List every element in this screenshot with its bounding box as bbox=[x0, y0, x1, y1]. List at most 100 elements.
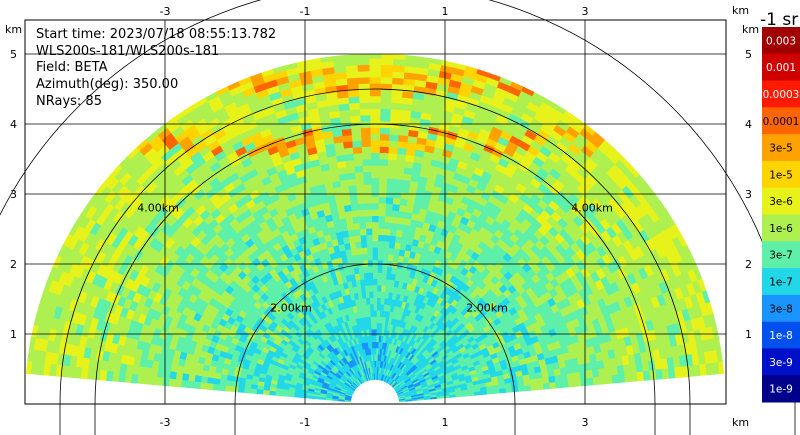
range-gate bbox=[392, 190, 402, 199]
range-gate bbox=[376, 272, 383, 280]
range-gate bbox=[356, 57, 370, 66]
range-gate bbox=[359, 228, 367, 236]
range-gate bbox=[136, 374, 145, 385]
range-gate bbox=[383, 234, 391, 242]
colorbar-label: 0.003 bbox=[766, 35, 796, 47]
range-gate bbox=[376, 309, 381, 317]
azimuth-label: Azimuth(deg): 350.00 bbox=[36, 77, 178, 92]
range-gate bbox=[353, 158, 363, 167]
y-tick-label-left: 3 bbox=[10, 188, 17, 201]
range-gate bbox=[381, 265, 388, 274]
range-gate bbox=[377, 259, 383, 267]
range-gate bbox=[370, 146, 380, 153]
range-gate bbox=[345, 165, 356, 174]
range-gate bbox=[364, 202, 372, 211]
range-gate bbox=[717, 360, 725, 375]
range-gate bbox=[378, 183, 387, 192]
plot-frame bbox=[24, 19, 727, 405]
range-gate bbox=[369, 127, 381, 135]
range-gate bbox=[352, 222, 361, 230]
range-gate bbox=[344, 159, 355, 168]
range-gate bbox=[380, 64, 394, 72]
range-gate bbox=[388, 241, 396, 249]
range-gate bbox=[161, 377, 170, 387]
range-gate bbox=[371, 240, 379, 248]
range-gate bbox=[363, 183, 372, 192]
range-gate bbox=[352, 152, 363, 161]
range-gate bbox=[256, 389, 264, 395]
axes-frame bbox=[24, 19, 727, 405]
range-gate bbox=[555, 380, 563, 389]
range-gate bbox=[380, 53, 394, 60]
range-ring-label: 4.00km bbox=[137, 202, 179, 215]
range-gate bbox=[383, 221, 392, 230]
range-gate bbox=[371, 221, 379, 229]
range-gate bbox=[357, 203, 366, 211]
range-gate bbox=[376, 303, 381, 311]
range-gate bbox=[354, 177, 364, 186]
range-gate bbox=[25, 360, 33, 375]
range-gate bbox=[367, 259, 373, 267]
y-tick-label-right: 2 bbox=[745, 258, 752, 271]
axis-unit-label: km bbox=[732, 4, 749, 17]
range-gate bbox=[312, 396, 320, 400]
y-tick-label-right: 1 bbox=[745, 328, 752, 341]
range-gate bbox=[387, 146, 398, 155]
range-gate bbox=[287, 392, 295, 398]
x-tick-label-top: 3 bbox=[582, 5, 589, 18]
range-gate bbox=[376, 284, 382, 292]
range-gate bbox=[364, 215, 373, 223]
range-gate bbox=[345, 70, 359, 79]
range-gate bbox=[371, 215, 379, 223]
range-gate bbox=[380, 284, 386, 293]
range-gate bbox=[370, 165, 380, 172]
range-gate bbox=[376, 278, 382, 286]
range-gate bbox=[388, 140, 399, 148]
range-gate bbox=[391, 209, 400, 218]
y-tick-label-right: 3 bbox=[745, 188, 752, 201]
range-gate bbox=[218, 384, 226, 392]
range-gate bbox=[358, 101, 371, 110]
range-gate bbox=[387, 152, 398, 161]
range-gate bbox=[586, 376, 595, 386]
x-tick-label-top: -1 bbox=[300, 5, 311, 18]
range-gate bbox=[368, 70, 382, 78]
range-gate bbox=[611, 373, 620, 384]
range-gate bbox=[351, 140, 362, 148]
range-gate bbox=[318, 396, 327, 401]
range-gate bbox=[371, 209, 379, 216]
range-gate bbox=[274, 391, 283, 397]
range-gate bbox=[370, 171, 380, 179]
y-tick-label-left: 4 bbox=[10, 118, 17, 131]
range-gate bbox=[370, 139, 380, 147]
range-ring-label: 4.00km bbox=[571, 202, 613, 215]
range-gate bbox=[368, 284, 374, 292]
range-gate bbox=[390, 216, 399, 224]
range-gate bbox=[393, 178, 403, 187]
range-gate bbox=[397, 210, 406, 219]
range-gate bbox=[346, 77, 359, 85]
range-gate bbox=[382, 240, 390, 249]
range-gate bbox=[390, 96, 403, 104]
nrays-label: NRays: 85 bbox=[36, 94, 102, 109]
range-gate bbox=[373, 309, 377, 317]
range-gate bbox=[388, 234, 396, 243]
range-gate bbox=[404, 54, 419, 62]
range-gate bbox=[361, 146, 371, 154]
range-gate bbox=[387, 158, 397, 167]
range-gate bbox=[355, 184, 365, 192]
range-gate bbox=[381, 259, 388, 267]
y-tick-label-left: 5 bbox=[10, 48, 17, 61]
range-gate bbox=[366, 246, 373, 255]
range-gate bbox=[375, 328, 380, 336]
range-gate bbox=[372, 278, 378, 286]
range-gate bbox=[180, 379, 189, 388]
range-gate bbox=[351, 133, 362, 142]
range-gate bbox=[347, 89, 360, 98]
range-gate bbox=[379, 146, 389, 154]
range-gate bbox=[378, 152, 389, 160]
range-gate bbox=[363, 196, 372, 204]
range-gate bbox=[206, 377, 215, 385]
range-gate bbox=[393, 184, 403, 193]
